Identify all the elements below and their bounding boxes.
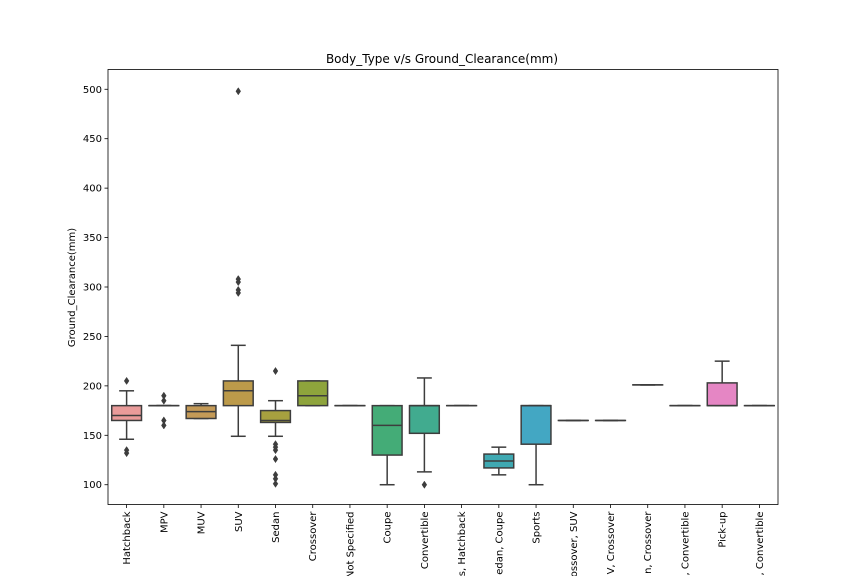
x-tick-label: MPV (159, 511, 170, 533)
x-tick-label: Not Specified (345, 512, 356, 576)
outlier-point (272, 446, 279, 455)
y-tick-label: 150 (83, 431, 102, 442)
box (259, 409, 292, 424)
outlier-point (421, 480, 428, 489)
x-tick-label: Pick-up (718, 512, 729, 548)
box-group (148, 391, 180, 430)
box-group (371, 404, 403, 486)
outlier-point (235, 288, 241, 297)
x-tick-label: SUV (234, 511, 245, 532)
y-tick-label: 350 (83, 233, 102, 244)
y-tick-label: 200 (83, 381, 102, 392)
box-group (110, 376, 143, 458)
x-tick-label: Sports (532, 512, 543, 544)
y-tick-label: 250 (83, 332, 102, 343)
box-group (185, 402, 217, 420)
box (408, 404, 441, 435)
x-tick-label: n, Crossover (643, 511, 654, 574)
plot-area (110, 87, 776, 489)
x-tick-label: Sedan (271, 512, 282, 543)
box (222, 380, 254, 407)
x-tick-label: V, Crossover (606, 511, 617, 575)
x-tick-label: Coupe (383, 512, 394, 544)
y-tick-label: 450 (83, 134, 102, 145)
outlier-point (123, 376, 130, 385)
box (297, 380, 329, 407)
x-tick-label: , Convertible (680, 512, 691, 576)
box-group (297, 380, 329, 407)
box (520, 404, 552, 445)
y-tick-label: 400 (83, 184, 102, 195)
outlier-point (161, 421, 167, 430)
outlier-point (272, 454, 279, 464)
x-tick-label: Hatchback (122, 511, 133, 564)
y-axis-label: Ground_Clearance(mm) (67, 228, 78, 347)
outlier-point (235, 87, 241, 96)
box-group (706, 360, 738, 407)
chart-title: Body_Type v/s Ground_Clearance(mm) (326, 52, 558, 66)
box-group (408, 377, 441, 489)
box (371, 404, 403, 456)
box (110, 404, 143, 422)
x-tick-label: Crossover (308, 511, 319, 562)
outlier-point (235, 278, 241, 287)
x-tick-label: rossover, SUV (569, 511, 580, 576)
outlier-point (161, 396, 167, 405)
x-tick-label: MUV (197, 511, 208, 534)
x-tick-label: Convertible (420, 512, 431, 570)
y-tick-label: 300 (83, 283, 102, 294)
box-group (222, 87, 254, 438)
y-tick-label: 500 (83, 85, 102, 96)
outlier-point (272, 366, 279, 376)
box-group (520, 404, 552, 486)
box (706, 382, 738, 407)
y-tick-label: 100 (83, 480, 102, 491)
x-tick-label: , Convertible (755, 512, 766, 576)
box-group (483, 446, 515, 476)
x-tick-label: edan, Coupe (494, 512, 505, 575)
outlier-point (123, 449, 130, 458)
plot-frame (107, 69, 779, 505)
outlier-point (272, 479, 279, 488)
x-tick-label: s, Hatchback (457, 511, 468, 576)
box-group (259, 366, 292, 488)
